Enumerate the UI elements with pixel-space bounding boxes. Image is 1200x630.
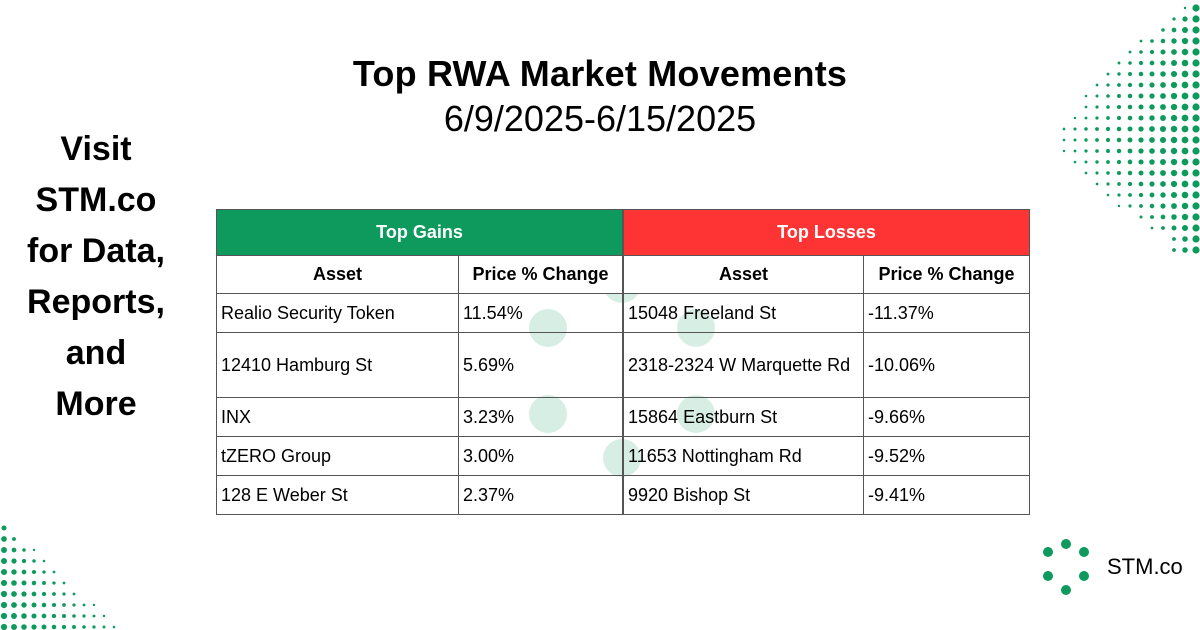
promo-line: Reports, — [27, 283, 165, 321]
column-header-price-change: Price % Change — [457, 255, 624, 294]
top-losses-header: Top Losses — [623, 209, 1031, 256]
table-row: tZERO Group 3.00% — [216, 436, 624, 476]
asset-cell: 15048 Freeland St — [623, 293, 865, 333]
table-row: INX 3.23% — [216, 397, 624, 437]
asset-cell: 2318-2324 W Marquette Rd — [623, 332, 865, 398]
asset-cell: 15864 Eastburn St — [623, 397, 865, 437]
price-change-cell: -9.41% — [863, 475, 1031, 515]
asset-cell: tZERO Group — [216, 436, 459, 476]
price-change-cell: -10.06% — [863, 332, 1031, 398]
promo-line: STM.co — [35, 181, 157, 219]
asset-cell: 12410 Hamburg St — [216, 332, 459, 398]
top-losses-table: Top Losses Asset Price % Change 15048 Fr… — [623, 209, 1031, 515]
title-date-range: 6/9/2025-6/15/2025 — [443, 98, 757, 139]
table-row: Realio Security Token 11.54% — [216, 293, 624, 333]
top-gains-header: Top Gains — [215, 209, 624, 256]
promo-line: More — [55, 385, 137, 423]
table-row: 2318-2324 W Marquette Rd -10.06% — [623, 332, 1031, 398]
promo-line: and — [65, 334, 127, 372]
table-row: 128 E Weber St 2.37% — [216, 475, 624, 515]
price-change-cell: 3.00% — [457, 436, 624, 476]
promo-line: Visit — [60, 130, 132, 168]
promo-line: for Data, — [27, 232, 165, 270]
asset-cell: 9920 Bishop St — [623, 475, 865, 515]
column-header-asset: Asset — [216, 255, 459, 294]
stm-dots-logo-icon — [1043, 539, 1089, 595]
table-row: 11653 Nottingham Rd -9.52% — [623, 436, 1031, 476]
asset-cell: 11653 Nottingham Rd — [623, 436, 865, 476]
asset-cell: Realio Security Token — [216, 293, 459, 333]
price-change-cell: 3.23% — [457, 397, 624, 437]
top-gains-table: Top Gains Asset Price % Change Realio Se… — [215, 209, 624, 515]
table-row: 12410 Hamburg St 5.69% — [216, 332, 624, 398]
column-header-price-change: Price % Change — [863, 255, 1031, 294]
price-change-cell: 2.37% — [457, 475, 624, 515]
price-change-cell: -9.52% — [863, 436, 1031, 476]
promo-text: Visit STM.co for Data, Reports, and More — [14, 124, 178, 430]
market-movements-tables: Top Gains Asset Price % Change Realio Se… — [215, 209, 1031, 515]
title-main: Top RWA Market Movements — [352, 53, 848, 94]
asset-cell: 128 E Weber St — [216, 475, 459, 515]
column-header-asset: Asset — [623, 255, 865, 294]
price-change-cell: 11.54% — [457, 293, 624, 333]
price-change-cell: -9.66% — [863, 397, 1031, 437]
table-row: 15864 Eastburn St -9.66% — [623, 397, 1031, 437]
table-row: 9920 Bishop St -9.41% — [623, 475, 1031, 515]
logo-text: STM.co — [1107, 554, 1183, 579]
page-title: Top RWA Market Movements 6/9/2025-6/15/2… — [0, 52, 1200, 142]
bottom-left-dot-pattern — [0, 525, 116, 630]
table-row: 15048 Freeland St -11.37% — [623, 293, 1031, 333]
asset-cell: INX — [216, 397, 459, 437]
price-change-cell: -11.37% — [863, 293, 1031, 333]
price-change-cell: 5.69% — [457, 332, 624, 398]
